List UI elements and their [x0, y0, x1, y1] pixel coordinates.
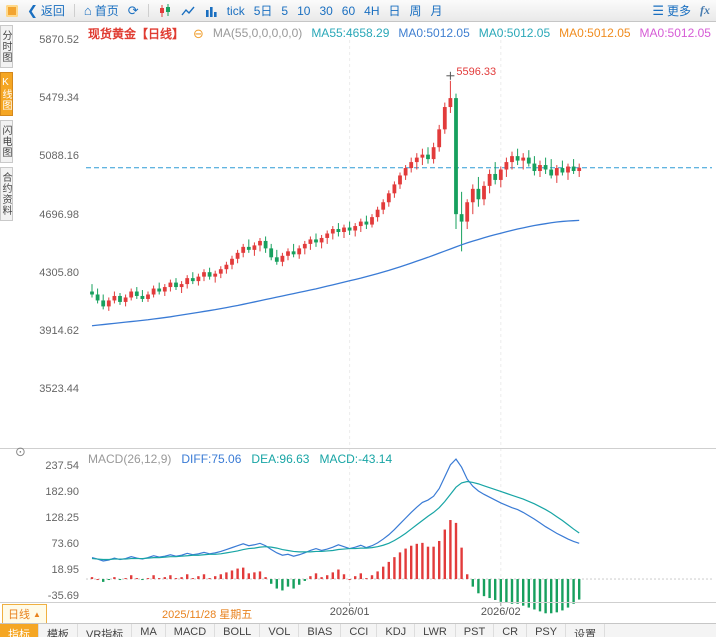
- home-button[interactable]: ⌂ 首页: [84, 2, 119, 19]
- indicator-tab-12[interactable]: PST: [456, 624, 495, 637]
- top-toolbar: ❮ 返回 ⌂ 首页 ⟳: [0, 0, 716, 22]
- instrument-title: 现货黄金【日线】: [88, 26, 185, 41]
- left-chart-type-rail: 分时图 K线图 闪电图 合约资料: [0, 23, 15, 637]
- back-arrow-icon: ❮: [27, 3, 38, 18]
- indicator-tab-5[interactable]: MACD: [166, 624, 216, 637]
- bar-chart-icon: [205, 6, 217, 17]
- ma-values: MA55:4658.29 MA0:5012.05 MA0:5012.05 MA0:50…: [311, 26, 711, 40]
- ma-value: MA0:5012.05: [639, 26, 711, 40]
- macd-hist-value: MACD:-43.14: [319, 451, 393, 466]
- main-macd-separator: [0, 448, 716, 449]
- period-30m-button[interactable]: 30: [319, 3, 333, 18]
- indicator-tab-8[interactable]: BIAS: [299, 624, 342, 637]
- toolbar-separator: [73, 4, 75, 17]
- crosshair-date-label: 2025/11/28 星期五: [162, 609, 253, 621]
- back-label: 返回: [40, 4, 65, 18]
- period-10m-button[interactable]: 10: [297, 3, 311, 18]
- indicator-tab-14[interactable]: PSY: [527, 624, 567, 637]
- more-button[interactable]: ☰ 更多: [652, 2, 691, 19]
- main-chart-legend: 现货黄金【日线】 ⊖ MA(55,0,0,0,0,0) MA55:4658.29…: [88, 25, 716, 41]
- macd-dea-value: DEA:96.63: [251, 451, 310, 466]
- triangle-up-icon: ▲: [33, 609, 41, 619]
- period-week-button[interactable]: 周: [409, 4, 422, 18]
- rail-tab-time-chart[interactable]: 分时图: [0, 25, 13, 68]
- ma-value: MA0:5012.05: [398, 26, 470, 40]
- indicator-tab-bar: 指标 模板 VR指标 MA MACD BOLL VOL BIAS CCI KDJ LWR PST CR P…: [0, 623, 716, 637]
- back-button[interactable]: ❮ 返回: [27, 2, 65, 19]
- period-day-button[interactable]: 日: [388, 4, 401, 18]
- line-chart-type-button[interactable]: [181, 4, 195, 18]
- axis-top-border: [0, 602, 716, 603]
- refresh-icon: ⟳: [127, 3, 139, 18]
- macd-title: MACD(26,12,9): [88, 451, 172, 466]
- indicator-tab-15[interactable]: 设置: [566, 624, 606, 637]
- x-axis-month-label: 2026/02: [480, 606, 521, 618]
- rail-tab-flash-chart[interactable]: 闪电图: [0, 120, 13, 163]
- period-5m-button[interactable]: 5: [281, 3, 289, 18]
- collapse-icon[interactable]: ⊖: [193, 25, 204, 41]
- indicator-tab-10[interactable]: KDJ: [377, 624, 416, 637]
- ma-value: MA0:5012.05: [559, 26, 631, 40]
- indicator-tab-4[interactable]: MA: [132, 624, 166, 637]
- indicator-settings-icon[interactable]: ⊙: [15, 444, 26, 459]
- refresh-button[interactable]: ⟳: [128, 4, 139, 17]
- bar-chart-type-button[interactable]: [204, 4, 218, 18]
- period-month-button[interactable]: 月: [430, 4, 443, 18]
- indicator-tab-11[interactable]: LWR: [415, 624, 456, 637]
- macd-legend: MACD(26,12,9) DIFF:75.06 DEA:96.63 MACD:…: [88, 451, 716, 466]
- rail-tab-kline-chart[interactable]: K线图: [0, 72, 13, 116]
- home-icon: ⌂: [83, 3, 92, 18]
- period-5d-button[interactable]: 5日: [253, 4, 273, 18]
- peak-price-annotation: 5596.33: [456, 65, 497, 78]
- menu-icon: ☰: [652, 3, 664, 18]
- ma-value: MA55:4658.29: [311, 26, 390, 40]
- indicator-tab-2[interactable]: 模板: [39, 624, 78, 637]
- more-label: 更多: [666, 4, 691, 18]
- app-logo-icon: [6, 4, 18, 17]
- indicator-tab-6[interactable]: BOLL: [215, 624, 261, 637]
- x-axis-month-label: 2026/01: [329, 606, 370, 618]
- period-4h-button[interactable]: 4H: [364, 3, 380, 18]
- formula-fx-button[interactable]: fx: [700, 3, 710, 17]
- period-tick-button[interactable]: tick: [226, 3, 245, 18]
- home-label: 首页: [94, 4, 119, 18]
- kline-chart-type-button[interactable]: [158, 3, 172, 18]
- ma-value: MA0:5012.05: [478, 26, 551, 40]
- indicator-tab-13[interactable]: CR: [494, 624, 528, 637]
- toolbar-separator: [147, 4, 149, 17]
- indicator-tab-7[interactable]: VOL: [260, 624, 300, 637]
- macd-diff-value: DIFF:75.06: [181, 451, 242, 466]
- period-60m-button[interactable]: 60: [341, 3, 356, 18]
- line-chart-icon: [181, 6, 195, 15]
- indicator-tab-9[interactable]: CCI: [341, 624, 378, 637]
- rail-tab-contract-info[interactable]: 合约资料: [0, 167, 13, 221]
- indicator-tab-1[interactable]: 指标: [0, 624, 39, 637]
- ma-settings-label: MA(55,0,0,0,0,0): [212, 26, 303, 40]
- indicator-tab-3[interactable]: VR指标: [78, 624, 133, 637]
- kline-chart-icon: [159, 3, 170, 17]
- period-label: 日线: [8, 609, 30, 621]
